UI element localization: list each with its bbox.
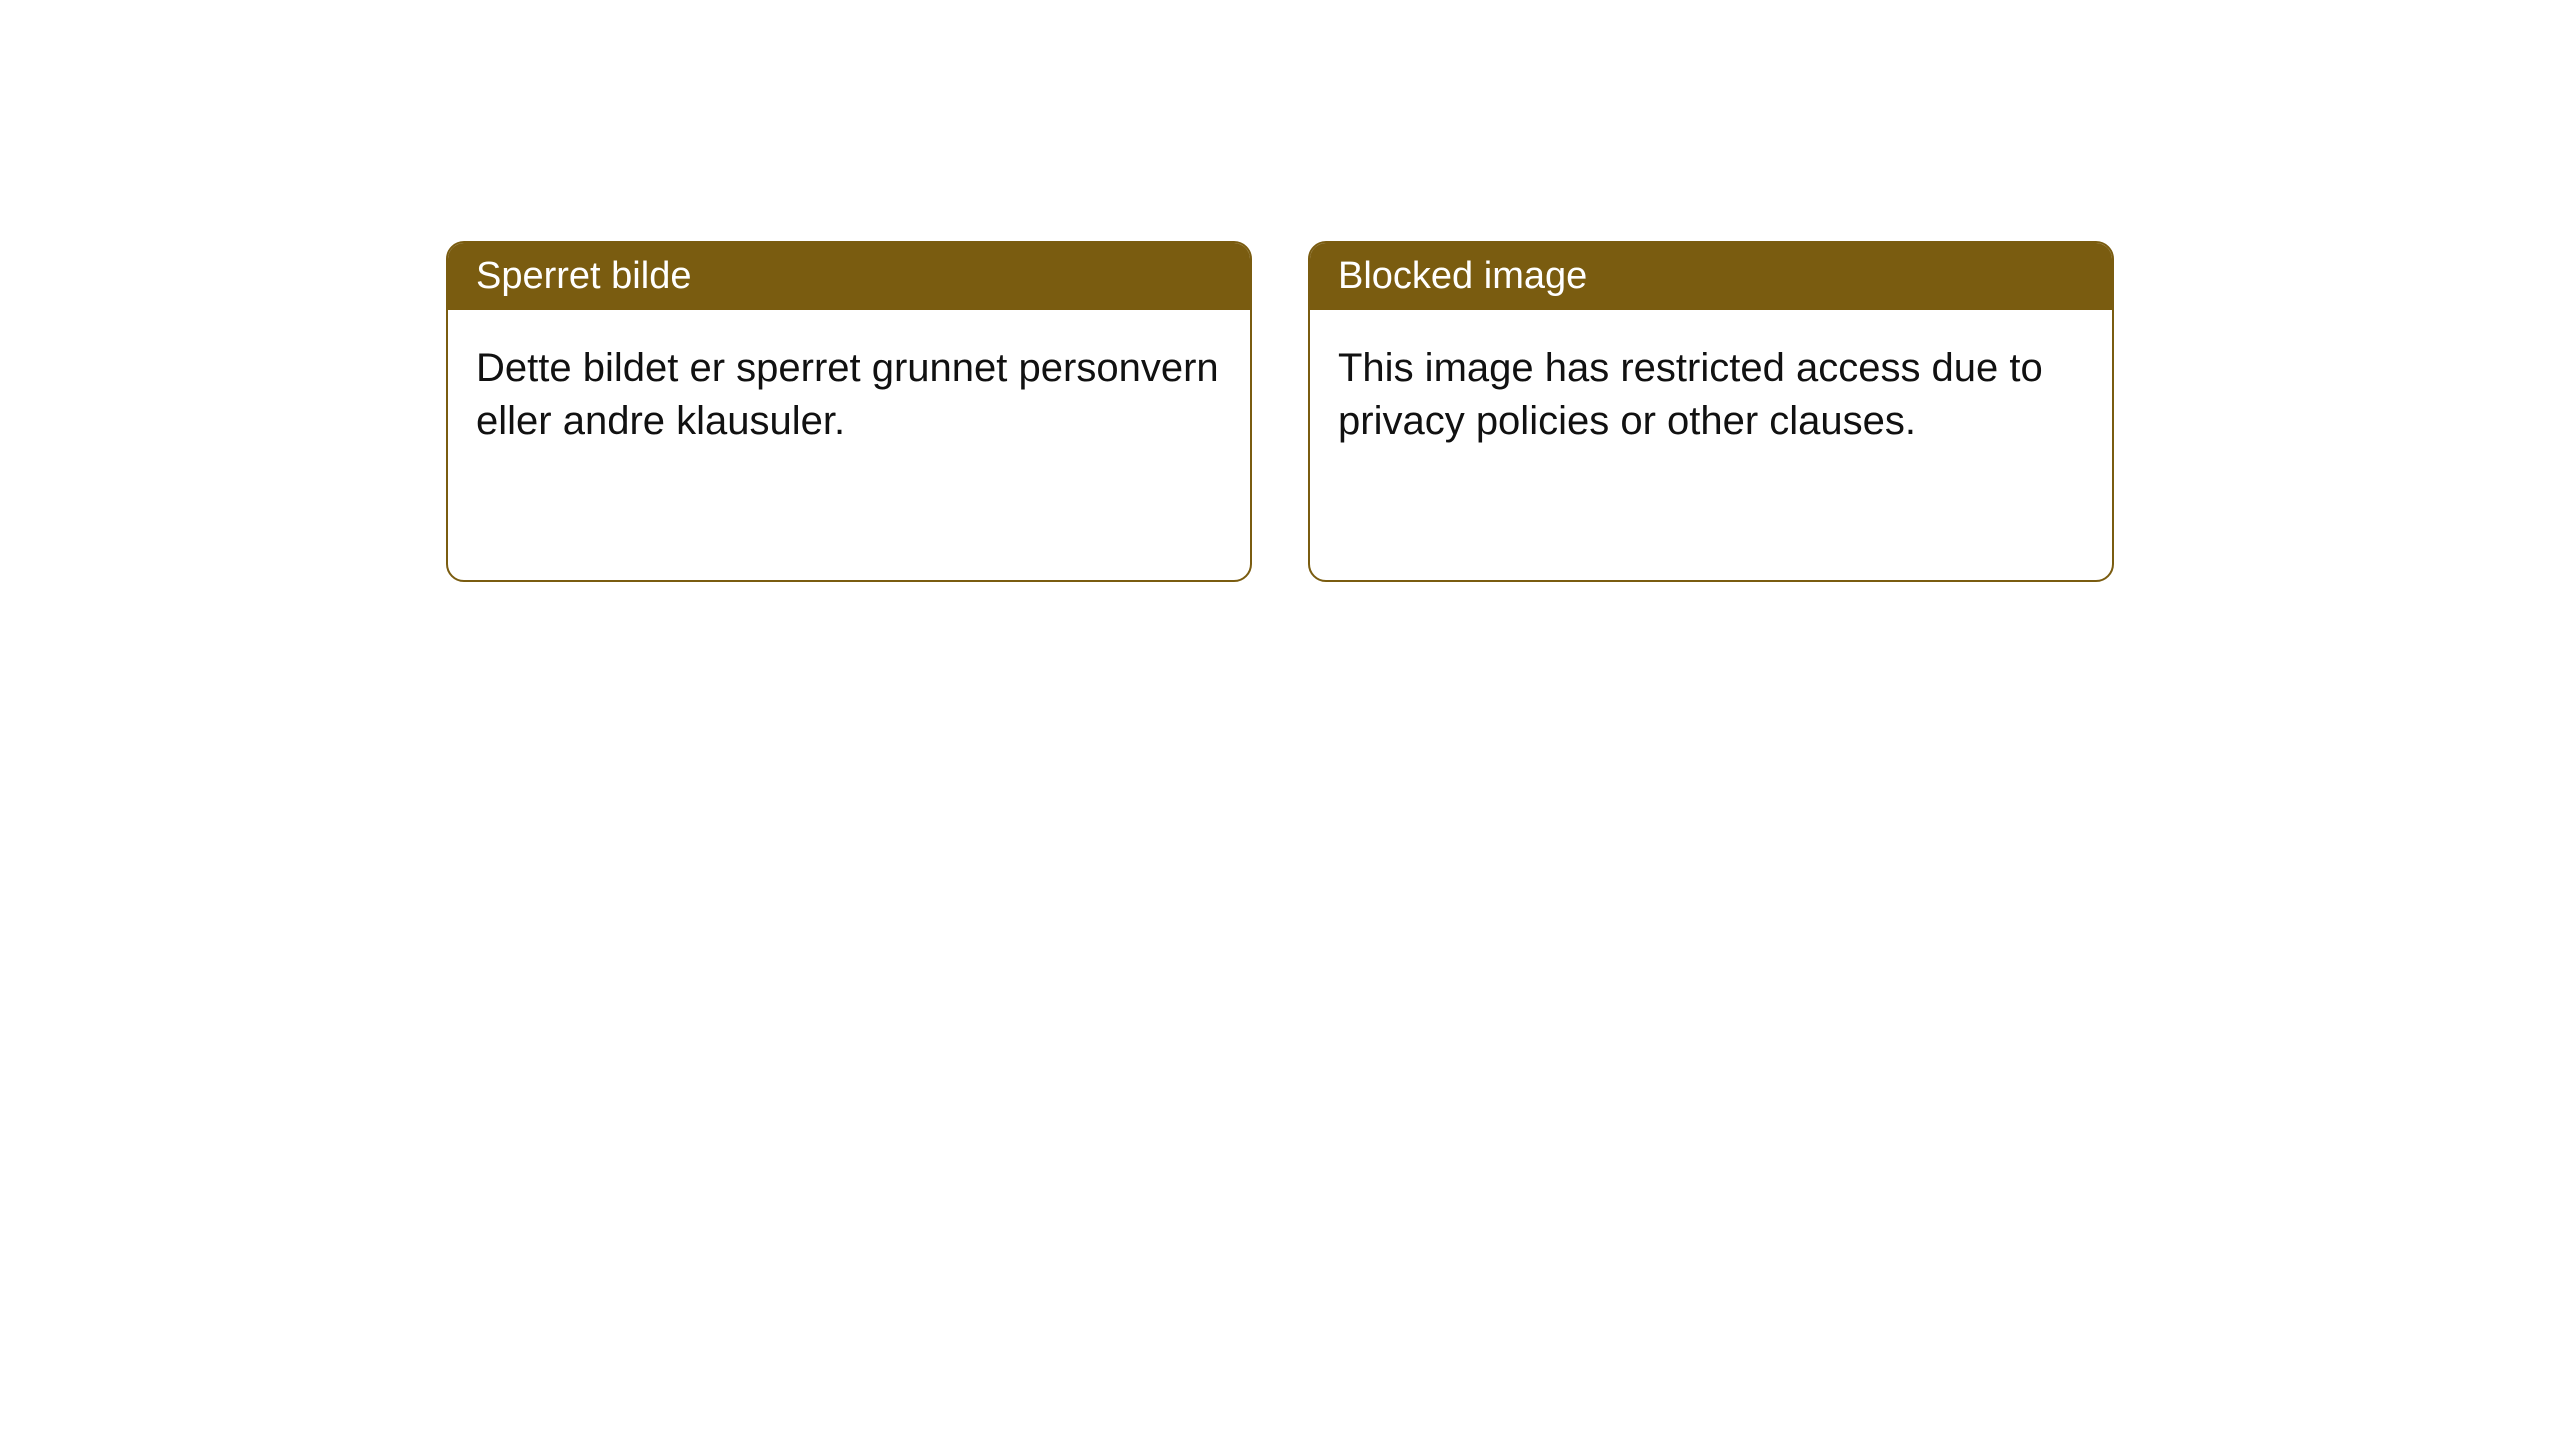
card-header-no: Sperret bilde <box>448 243 1250 310</box>
card-body-en: This image has restricted access due to … <box>1310 310 2112 580</box>
notice-card-norwegian: Sperret bilde Dette bildet er sperret gr… <box>446 241 1252 582</box>
notice-card-english: Blocked image This image has restricted … <box>1308 241 2114 582</box>
card-body-no: Dette bildet er sperret grunnet personve… <box>448 310 1250 580</box>
notice-cards-container: Sperret bilde Dette bildet er sperret gr… <box>446 241 2114 582</box>
card-header-en: Blocked image <box>1310 243 2112 310</box>
